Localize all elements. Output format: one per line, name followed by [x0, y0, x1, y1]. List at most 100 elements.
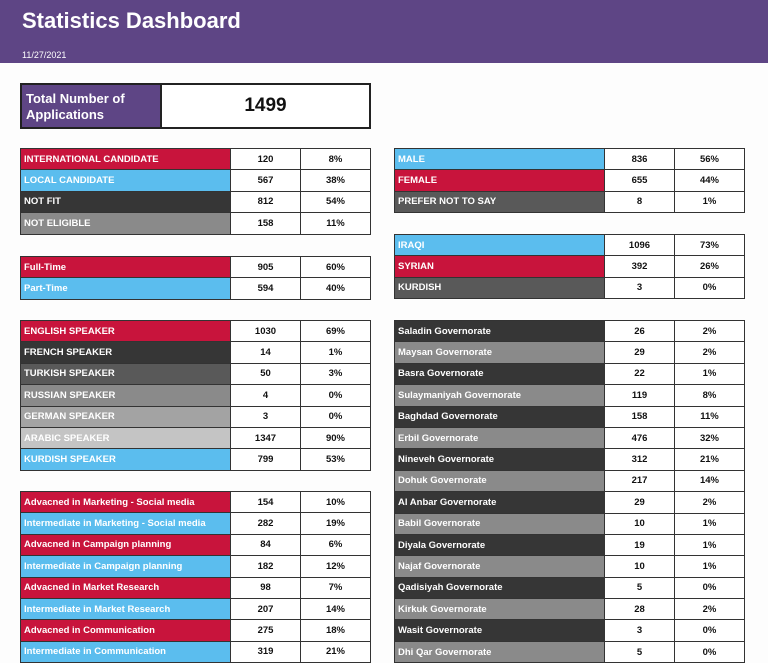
table-row: Nineveh Governorate 312 21% — [394, 448, 745, 471]
row-percent: 53% — [300, 448, 371, 471]
row-percent: 56% — [674, 147, 745, 171]
table-row: Advacned in Market Research 98 7% — [20, 576, 371, 599]
row-label: Nineveh Governorate — [394, 448, 605, 471]
row-count: 567 — [230, 169, 301, 192]
table-row: PREFER NOT TO SAY 8 1% — [394, 190, 745, 214]
table-row: Saladin Governorate 26 2% — [394, 319, 745, 343]
row-percent: 14% — [674, 469, 745, 493]
row-label: Sulaymaniyah Governorate — [394, 384, 605, 407]
row-percent: 1% — [674, 555, 745, 578]
row-label: Maysan Governorate — [394, 341, 605, 364]
row-count: 29 — [604, 491, 675, 514]
table-row: ENGLISH SPEAKER 1030 69% — [20, 319, 371, 343]
row-label: Wasit Governorate — [394, 619, 605, 642]
row-count: 26 — [604, 319, 675, 343]
row-count: 1030 — [230, 319, 301, 343]
row-label: Najaf Governorate — [394, 555, 605, 578]
row-count: 10 — [604, 512, 675, 535]
row-count: 3 — [604, 276, 675, 300]
row-percent: 12% — [300, 555, 371, 578]
table-row: Intermediate in Campaign planning 182 12% — [20, 555, 371, 578]
table-row: RUSSIAN SPEAKER 4 0% — [20, 384, 371, 407]
table-row: INTERNATIONAL CANDIDATE 120 8% — [20, 147, 371, 171]
row-percent: 1% — [300, 341, 371, 364]
row-percent: 69% — [300, 319, 371, 343]
table-row: NOT FIT 812 54% — [20, 190, 371, 214]
row-percent: 21% — [300, 640, 371, 663]
row-label: Advacned in Marketing - Social media — [20, 490, 231, 514]
row-count: 154 — [230, 490, 301, 514]
row-percent: 11% — [300, 212, 371, 235]
row-count: 98 — [230, 576, 301, 599]
row-label: Kirkuk Governorate — [394, 598, 605, 621]
candidate-type-table: INTERNATIONAL CANDIDATE 120 8% LOCAL CANDID… — [20, 147, 371, 235]
table-row: Babil Governorate 10 1% — [394, 512, 745, 535]
row-label: Baghdad Governorate — [394, 405, 605, 428]
row-percent: 21% — [674, 448, 745, 471]
row-percent: 1% — [674, 533, 745, 557]
row-count: 29 — [604, 341, 675, 364]
table-row: Part-Time 594 40% — [20, 277, 371, 300]
row-count: 8 — [604, 190, 675, 214]
languages-table: ENGLISH SPEAKER 1030 69% FRENCH SPEAKER 14 1%… — [20, 319, 371, 471]
row-percent: 11% — [674, 405, 745, 428]
row-percent: 60% — [300, 255, 371, 279]
row-percent: 8% — [300, 147, 371, 171]
row-count: 158 — [604, 405, 675, 428]
row-count: 4 — [230, 384, 301, 407]
row-label: Intermediate in Communication — [20, 640, 231, 663]
row-percent: 3% — [300, 362, 371, 386]
table-row: Intermediate in Communication 319 21% — [20, 640, 371, 663]
row-label: GERMAN SPEAKER — [20, 405, 231, 428]
row-label: Advacned in Market Research — [20, 576, 231, 599]
table-row: Advacned in Campaign planning 84 6% — [20, 533, 371, 557]
gender-table: MALE 836 56% FEMALE 655 44% PREFER NOT TO SAY 8… — [394, 147, 745, 214]
row-label: Diyala Governorate — [394, 533, 605, 557]
row-percent: 14% — [300, 597, 371, 621]
row-count: 799 — [230, 448, 301, 471]
row-label: RUSSIAN SPEAKER — [20, 384, 231, 407]
row-percent: 0% — [674, 619, 745, 642]
row-percent: 54% — [300, 190, 371, 214]
row-count: 10 — [604, 555, 675, 578]
row-percent: 19% — [300, 512, 371, 535]
row-percent: 1% — [674, 512, 745, 535]
table-row: TURKISH SPEAKER 50 3% — [20, 362, 371, 386]
row-label: Babil Governorate — [394, 512, 605, 535]
table-row: Kirkuk Governorate 28 2% — [394, 598, 745, 621]
total-applications-card: Total Number of Applications 1499 — [20, 83, 371, 129]
row-label: INTERNATIONAL CANDIDATE — [20, 147, 231, 171]
row-count: 836 — [604, 147, 675, 171]
row-percent: 2% — [674, 491, 745, 514]
row-label: FRENCH SPEAKER — [20, 341, 231, 364]
row-count: 5 — [604, 640, 675, 663]
row-count: 120 — [230, 147, 301, 171]
row-label: IRAQI — [394, 233, 605, 257]
table-row: KURDISH 3 0% — [394, 276, 745, 300]
row-percent: 0% — [674, 276, 745, 300]
table-row: Full-Time 905 60% — [20, 255, 371, 279]
row-percent: 0% — [300, 405, 371, 428]
row-count: 22 — [604, 362, 675, 386]
row-count: 1347 — [230, 426, 301, 450]
row-count: 217 — [604, 469, 675, 493]
row-percent: 40% — [300, 277, 371, 300]
row-percent: 73% — [674, 233, 745, 257]
job-type-table: Full-Time 905 60% Part-Time 594 40% — [20, 255, 371, 300]
row-count: 14 — [230, 341, 301, 364]
table-row: Qadisiyah Governorate 5 0% — [394, 576, 745, 600]
row-count: 312 — [604, 448, 675, 471]
row-label: FEMALE — [394, 169, 605, 192]
row-label: Erbil Governorate — [394, 426, 605, 450]
row-count: 655 — [604, 169, 675, 192]
row-label: TURKISH SPEAKER — [20, 362, 231, 386]
row-label: Intermediate in Marketing - Social media — [20, 512, 231, 535]
row-count: 50 — [230, 362, 301, 386]
row-count: 182 — [230, 555, 301, 578]
row-percent: 90% — [300, 426, 371, 450]
total-applications-value: 1499 — [244, 95, 287, 116]
row-label: MALE — [394, 147, 605, 171]
row-percent: 2% — [674, 319, 745, 343]
dashboard-header: Statistics Dashboard 11/27/2021 — [0, 0, 768, 63]
table-row: Intermediate in Marketing - Social media… — [20, 512, 371, 535]
